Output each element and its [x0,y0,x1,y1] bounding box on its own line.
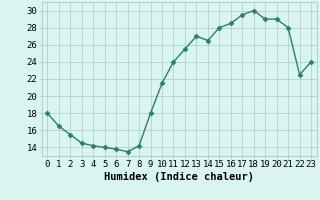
X-axis label: Humidex (Indice chaleur): Humidex (Indice chaleur) [104,172,254,182]
